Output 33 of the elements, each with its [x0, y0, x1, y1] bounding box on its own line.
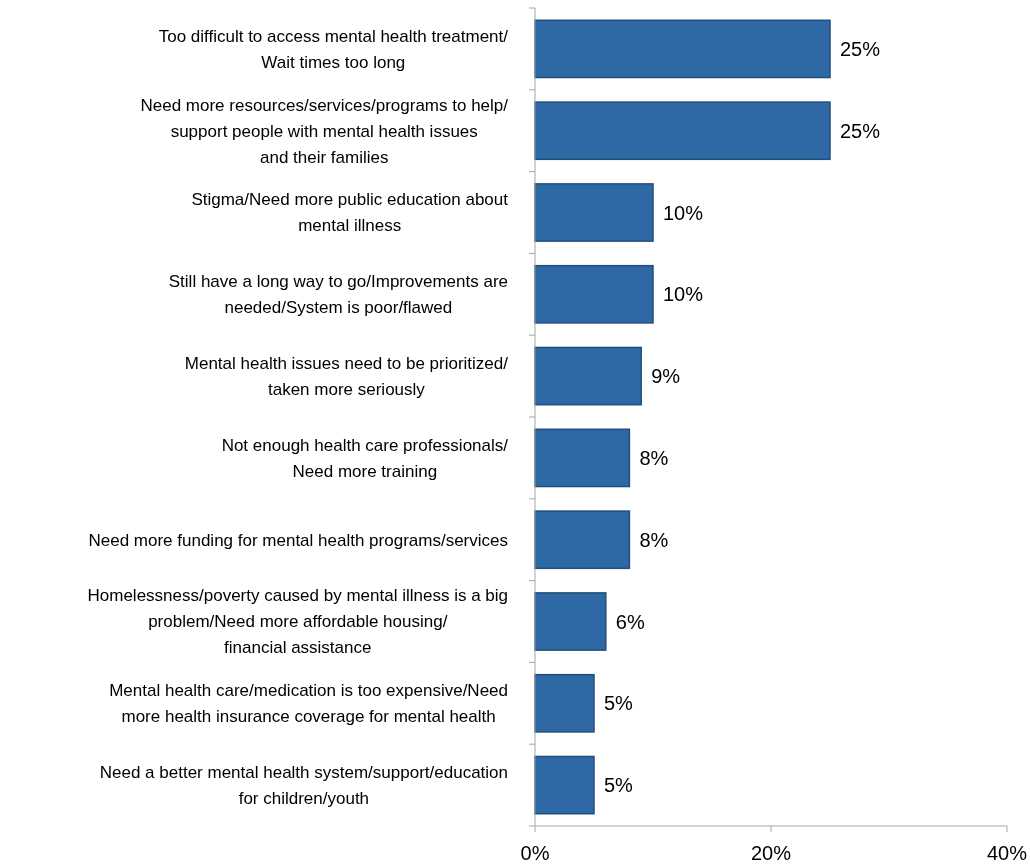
bar: [534, 428, 631, 488]
bar: [534, 183, 654, 242]
y-tick-label: Mental health issues need to be prioritized/ taken more seriously: [184, 354, 509, 400]
y-tick-label: Still have a long way to go/Improvements are needed/System is poor/flawed: [168, 272, 508, 318]
y-tick-label: Need more funding for mental health programs/services: [88, 530, 508, 550]
data-label: 6%: [615, 610, 645, 633]
x-tick-label: 0%: [520, 842, 550, 864]
x-tick-label: 20%: [750, 842, 792, 864]
bar: [534, 673, 595, 733]
bar: [534, 346, 642, 406]
data-label: 25%: [840, 37, 881, 60]
y-tick-label: Stigma/Need more public education about mental illness: [191, 190, 509, 236]
data-label: 5%: [604, 692, 634, 715]
data-label: 9%: [651, 365, 681, 388]
bar: [534, 101, 831, 161]
y-tick-label: Homelessness/poverty caused by mental illness is a big problem/Need more affordable housing/ financial assistance: [87, 586, 508, 658]
y-tick-label: Need a better mental health system/support/education for children/youth: [99, 763, 508, 809]
data-label: 8%: [639, 446, 669, 469]
data-label: 25%: [840, 119, 881, 142]
y-tick-label: Need more resources/services/programs to help/ support people with mental health issues and their families: [140, 95, 509, 167]
data-label: 10%: [663, 283, 704, 306]
bar: [534, 264, 654, 324]
data-label: 5%: [604, 774, 634, 797]
bar: [534, 592, 607, 651]
bar: [534, 510, 631, 570]
x-tick-label: 40%: [986, 842, 1028, 864]
data-label: 8%: [639, 528, 669, 551]
y-tick-label: Mental health care/medication is too expensive/Need more health insurance coverage for mental health: [109, 681, 509, 727]
bar: [534, 755, 595, 815]
y-tick-label: Not enough health care professionals/ Need more training: [221, 435, 509, 481]
y-tick-label: Too difficult to access mental health treatment/ Wait times too long: [158, 26, 509, 72]
bar: [534, 19, 831, 79]
data-label: 10%: [663, 201, 704, 224]
